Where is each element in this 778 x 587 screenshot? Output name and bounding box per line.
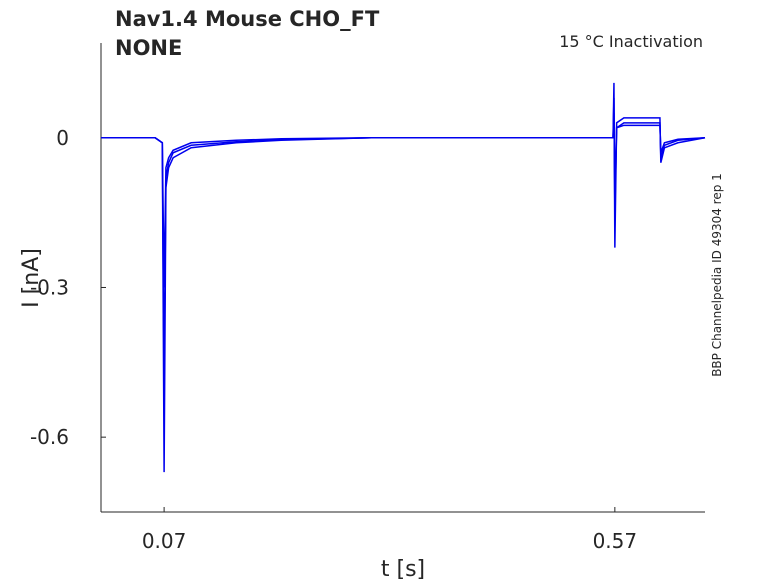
y-tick-label: 0: [56, 126, 69, 150]
chart-title: Nav1.4 Mouse CHO_FT: [115, 7, 380, 31]
trace: [101, 112, 706, 288]
y-tick-label: -0.3: [30, 275, 69, 299]
x-axis-label: t [s]: [381, 557, 425, 582]
annotation: 15 °C Inactivation: [559, 32, 703, 51]
y-tick-label: -0.6: [30, 425, 69, 449]
x-tick-label: 0.07: [142, 529, 187, 553]
y-axis-label: I [nA]: [19, 248, 44, 308]
side-note: BBP Channelpedia ID 49304 rep 1: [710, 173, 724, 377]
x-tick-label: 0.57: [593, 529, 638, 553]
chart-subtitle: NONE: [115, 36, 182, 60]
